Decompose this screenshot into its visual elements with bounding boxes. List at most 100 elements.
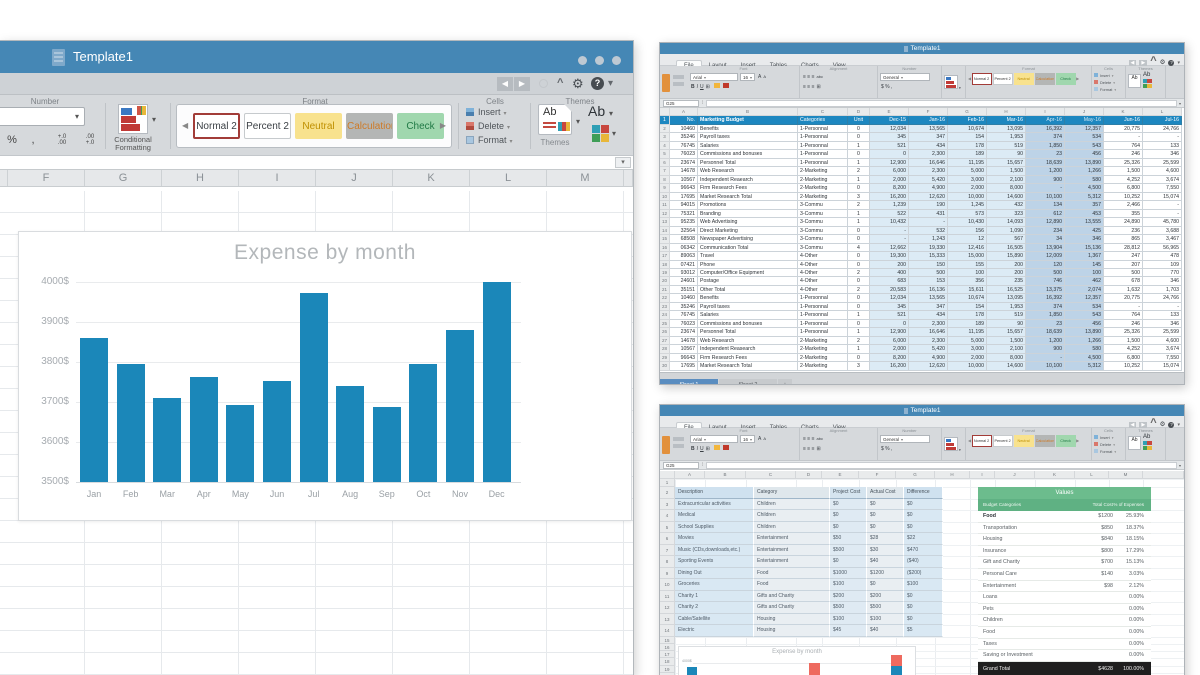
column-header-k[interactable]: K — [1035, 471, 1075, 479]
cell[interactable]: 12,620 — [909, 362, 948, 371]
cell[interactable]: 345 — [870, 302, 909, 312]
cell[interactable]: 1,243 — [909, 235, 948, 244]
cell[interactable]: 2,000 — [870, 345, 909, 354]
increase-decimal-button[interactable]: +.0 .00 — [57, 134, 67, 146]
column-header-i[interactable]: I — [1026, 108, 1065, 116]
cell[interactable]: 4,900 — [909, 353, 948, 363]
column-header-partial[interactable] — [0, 170, 8, 186]
cell[interactable]: 90 — [987, 319, 1026, 329]
cell[interactable]: Communication Total — [698, 243, 798, 253]
search-icon[interactable] — [539, 79, 548, 88]
cell[interactable]: 23 — [1026, 319, 1065, 329]
row-number[interactable]: 8 — [660, 175, 670, 185]
cell[interactable]: 12,034 — [870, 294, 909, 303]
cell[interactable]: 154 — [948, 133, 987, 142]
cell[interactable]: 683 — [870, 277, 909, 286]
cell[interactable]: 580 — [1065, 175, 1104, 185]
cell[interactable]: 23674 — [670, 328, 698, 337]
cell[interactable]: 24,766 — [1143, 294, 1182, 303]
cell[interactable]: $40 — [867, 556, 904, 568]
cell[interactable]: 4,600 — [1143, 167, 1182, 176]
cell[interactable]: 374 — [1026, 302, 1065, 312]
cell[interactable]: 15,074 — [1143, 362, 1182, 371]
cell[interactable]: 6,800 — [1104, 353, 1143, 363]
row-number[interactable]: 19 — [660, 666, 674, 673]
cell[interactable]: 10,432 — [870, 218, 909, 227]
font-size-select[interactable]: 16 — [740, 72, 756, 81]
color-palette-icon[interactable] — [1143, 79, 1152, 88]
header-cell[interactable]: Jul-16 — [1143, 116, 1182, 125]
header-cell[interactable]: Mar-16 — [987, 116, 1026, 125]
undo-icon[interactable] — [673, 82, 684, 86]
gear-icon[interactable]: ⚙ — [1159, 421, 1166, 428]
cell[interactable]: 374 — [1026, 133, 1065, 142]
cell[interactable]: 247 — [1104, 252, 1143, 261]
cell[interactable]: 15,657 — [987, 328, 1026, 337]
cell[interactable]: 346 — [1065, 235, 1104, 244]
column-header-g[interactable]: G — [85, 170, 162, 186]
cell[interactable]: 12,357 — [1065, 294, 1104, 303]
cell[interactable]: 4 — [848, 243, 870, 253]
cell[interactable]: 519 — [987, 141, 1026, 151]
fonts-dropdown[interactable]: Ab ▾ — [588, 103, 613, 119]
cell[interactable]: 2,000 — [948, 353, 987, 363]
conditional-formatting-dropdown-icon[interactable]: ▾ — [152, 115, 157, 124]
row-number[interactable]: 9 — [660, 568, 674, 579]
row-number[interactable]: 7 — [660, 545, 674, 556]
cell[interactable]: 1,953 — [987, 133, 1026, 142]
themes-dropdown-icon[interactable]: ▾ — [576, 117, 581, 126]
insert-cells-button[interactable]: Insert ▾ — [466, 106, 507, 119]
cell[interactable]: 10460 — [670, 294, 698, 303]
cell[interactable]: 11,195 — [948, 328, 987, 337]
row-number[interactable]: 23 — [660, 302, 670, 312]
cell[interactable]: 4-Other — [798, 268, 848, 278]
row-number[interactable]: 17 — [660, 651, 674, 659]
cell[interactable]: 4-Other — [798, 252, 848, 261]
cell[interactable]: Newspaper Advertising — [698, 235, 798, 244]
cell[interactable]: Medical — [675, 510, 754, 522]
row-number[interactable]: 22 — [660, 294, 670, 303]
cell[interactable]: Personnel Total — [698, 158, 798, 168]
window-control-dot[interactable] — [595, 56, 604, 65]
row-number[interactable]: 10 — [660, 579, 674, 591]
cell[interactable]: Promotions — [698, 201, 798, 210]
cell[interactable]: 3,674 — [1143, 345, 1182, 354]
format-cells-button[interactable]: Format — [1094, 448, 1123, 455]
formula-bar[interactable]: ▾ — [0, 156, 633, 170]
cell[interactable]: Food — [754, 567, 830, 579]
cell[interactable]: $22 — [904, 533, 943, 545]
cell[interactable]: Computer/Office Equipment — [698, 268, 798, 278]
cell[interactable]: $50 — [830, 533, 867, 545]
bar-oct[interactable] — [409, 364, 438, 482]
cell[interactable]: 5,000 — [948, 167, 987, 176]
formula-dropdown-icon[interactable]: ▾ — [1178, 100, 1181, 106]
cell[interactable]: 13,555 — [1065, 218, 1104, 227]
cell[interactable]: Postage — [698, 277, 798, 286]
cell[interactable]: 12 — [948, 235, 987, 244]
bar-aug[interactable] — [336, 386, 365, 482]
column-header-b[interactable]: B — [698, 108, 798, 116]
cell[interactable]: 200 — [987, 260, 1026, 269]
header-cell[interactable]: Feb-16 — [948, 116, 987, 125]
style-check[interactable]: Check — [1055, 73, 1076, 85]
cell[interactable]: 12,357 — [1065, 125, 1104, 134]
row-number[interactable]: 13 — [660, 614, 674, 625]
themes-icon[interactable]: Ab — [1128, 74, 1141, 88]
column-header-l[interactable]: L — [1075, 471, 1109, 479]
header-cell[interactable]: Category — [754, 487, 830, 499]
cell[interactable]: 0 — [848, 294, 870, 303]
cell[interactable]: Phone — [698, 260, 798, 269]
cell[interactable]: Food — [754, 579, 830, 591]
cell[interactable]: 25,326 — [1104, 328, 1143, 337]
column-header-partial[interactable] — [1143, 471, 1184, 479]
cell[interactable]: 10567 — [670, 175, 698, 185]
cell[interactable]: Charity 1 — [675, 590, 754, 602]
cell[interactable]: 16,200 — [870, 192, 909, 202]
mini-chart-card[interactable]: Expense by month 4000$ — [678, 646, 916, 675]
cell[interactable]: 200 — [870, 260, 909, 269]
cell[interactable]: 100 — [948, 268, 987, 278]
cell[interactable]: 20,775 — [1104, 125, 1143, 134]
window-controls[interactable] — [570, 52, 621, 70]
cell[interactable]: 3,000 — [948, 345, 987, 354]
chart-card[interactable]: Expense by month 4000$ 3900$ 3800$ 3700$ 360… — [18, 231, 632, 521]
